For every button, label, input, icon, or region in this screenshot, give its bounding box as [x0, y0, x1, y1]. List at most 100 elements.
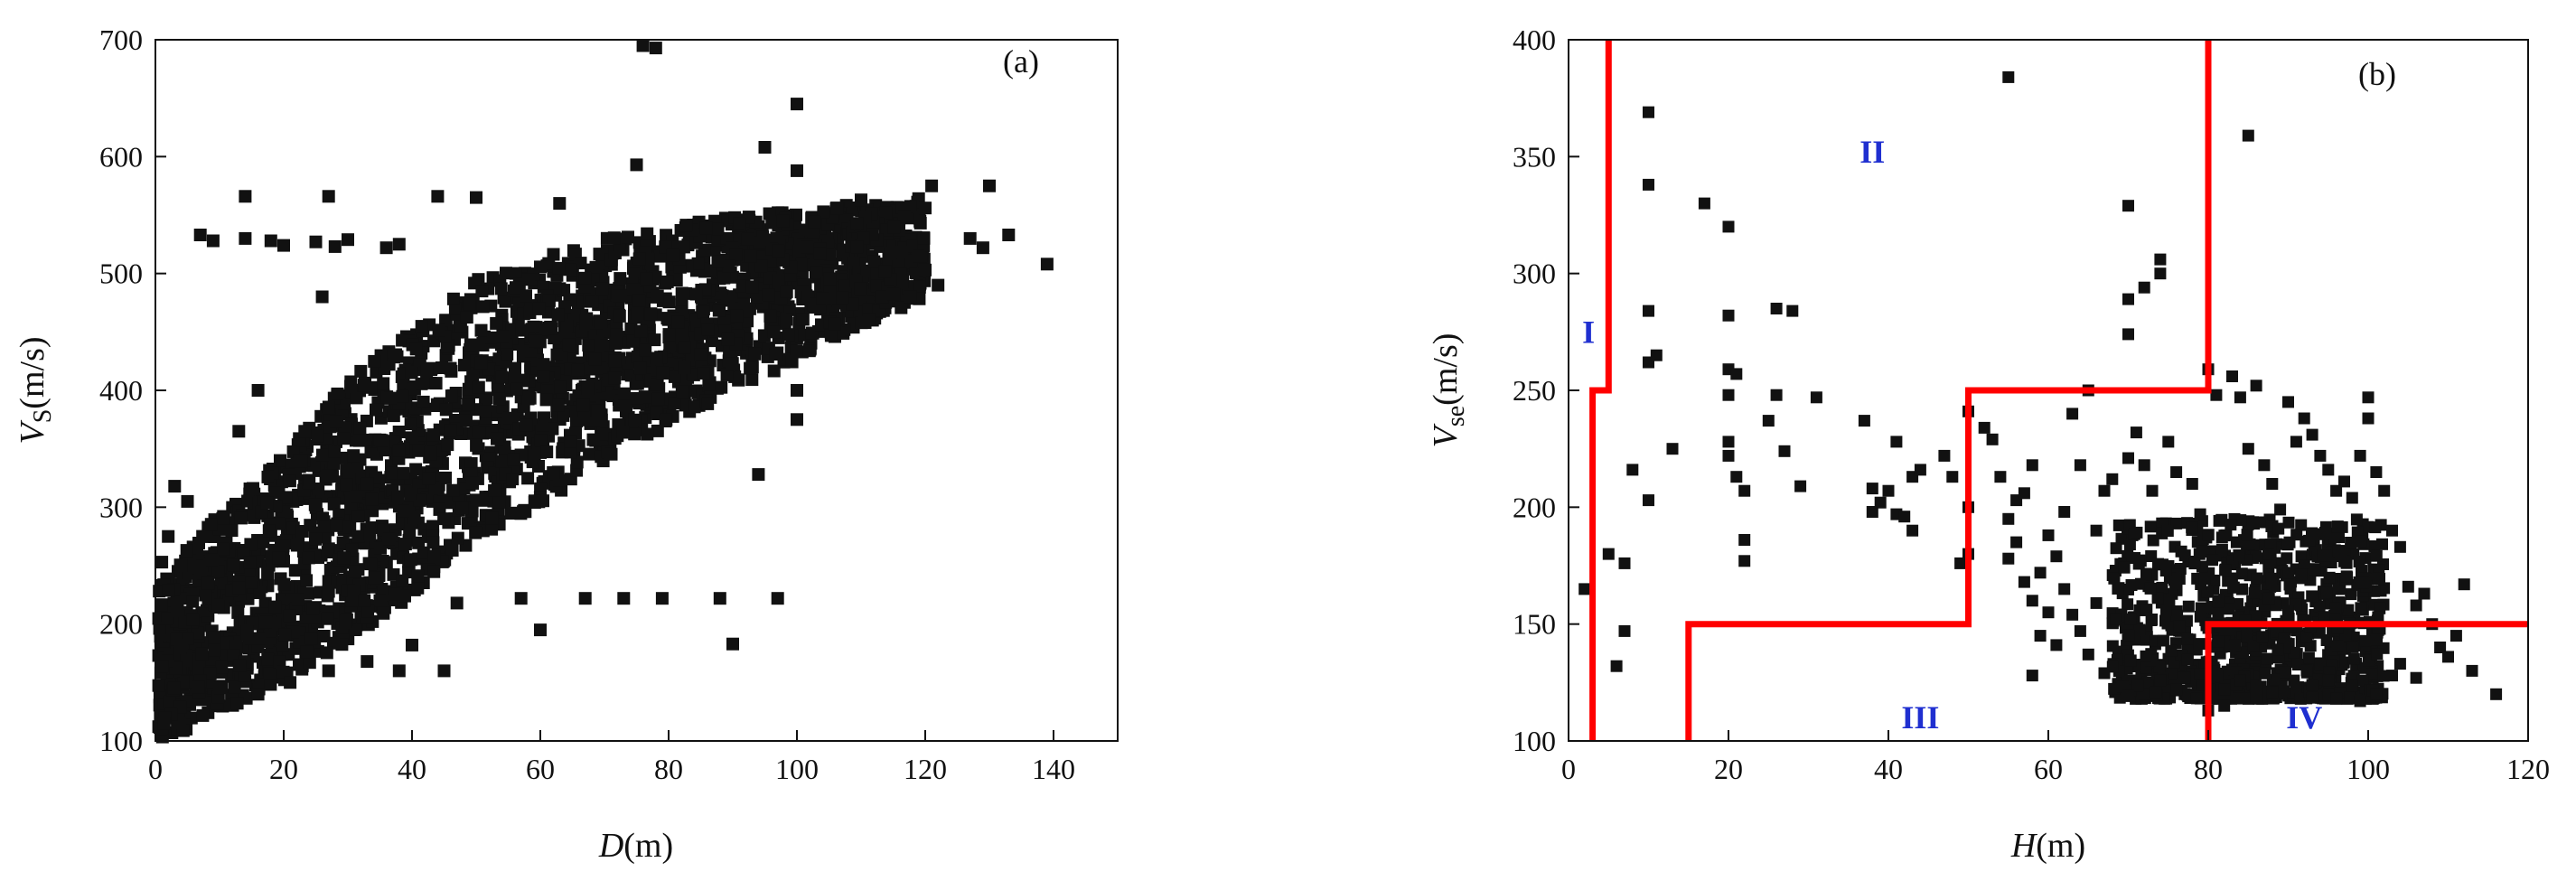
scatter-point-dense [476, 300, 490, 314]
scatter-point-dense [2332, 583, 2345, 595]
scatter-point-dense [551, 398, 565, 412]
scatter-point [919, 263, 932, 276]
scatter-point-dense [427, 565, 441, 578]
scatter-point-dense [330, 415, 342, 428]
scatter-point-dense [338, 397, 351, 410]
scatter-point-dense [445, 389, 458, 403]
scatter-point-dense [521, 389, 535, 402]
scatter-point-dense [306, 602, 320, 615]
scatter-point-dense [641, 227, 654, 240]
scatter-point-dense [208, 631, 221, 644]
scatter-point-dense [551, 308, 565, 322]
scatter-point-dense [411, 581, 425, 595]
scatter-point [251, 384, 265, 397]
scatter-point [470, 191, 482, 204]
scatter-point-dense [589, 260, 603, 274]
scatter-point [1794, 480, 1807, 492]
scatter-point-dense [776, 214, 790, 228]
scatter-point-dense [571, 363, 585, 377]
scatter-point-dense [2150, 686, 2162, 698]
scatter-point-dense [767, 325, 781, 339]
scatter-point-dense [730, 309, 744, 323]
scatter-point-dense [2108, 572, 2121, 585]
scatter-point [2154, 267, 2167, 280]
scatter-point-dense [582, 339, 595, 352]
scatter-point-dense [721, 294, 735, 307]
scatter-point [168, 480, 182, 493]
scatter-point-dense [592, 340, 604, 353]
scatter-point-dense [707, 243, 721, 257]
scatter-point [578, 592, 592, 605]
scatter-point-dense [2314, 658, 2327, 670]
scatter-point-dense [751, 290, 763, 304]
scatter-point-dense [632, 252, 646, 266]
scatter-point-dense [622, 230, 634, 244]
scatter-point-dense [411, 569, 425, 583]
scatter-point-dense [214, 576, 228, 590]
scatter-point-dense [614, 272, 627, 286]
scatter-point-dense [396, 389, 409, 403]
scatter-point [1874, 496, 1887, 509]
scatter-point-dense [464, 338, 477, 351]
scatter-point [2138, 459, 2150, 472]
scatter-point-dense [233, 659, 247, 672]
scatter-point-dense [349, 565, 361, 578]
scatter-point-dense [230, 697, 244, 710]
y-tick-label: 100 [1513, 725, 1556, 757]
scatter-point-dense [912, 249, 925, 263]
scatter-point-dense [495, 455, 509, 468]
scatter-point [392, 238, 406, 251]
scatter-point-dense [485, 522, 499, 536]
scatter-point [2122, 293, 2134, 305]
scatter-point-dense [607, 231, 621, 245]
scatter-point-dense [2124, 654, 2137, 667]
x-tick-label: 80 [2194, 753, 2223, 785]
scatter-point-dense [437, 512, 451, 526]
scatter-point-dense [2198, 573, 2211, 585]
scatter-point [2074, 459, 2086, 472]
scatter-point [1578, 583, 1591, 595]
scatter-point [342, 233, 354, 247]
scatter-point-dense [668, 397, 681, 410]
scatter-point-dense [2161, 525, 2174, 537]
scatter-point-dense [274, 454, 286, 467]
scatter-point [553, 197, 567, 211]
scatter-point-dense [2300, 664, 2313, 677]
scatter-point-dense [340, 478, 353, 492]
scatter-point-dense [2144, 582, 2157, 595]
scatter-point-dense [609, 337, 623, 350]
scatter-point-dense [717, 314, 731, 328]
scatter-point-dense [554, 380, 567, 394]
scatter-point-dense [2251, 572, 2263, 585]
scatter-point [2154, 674, 2167, 687]
scatter-point-dense [2350, 513, 2363, 526]
scatter-point-dense [351, 510, 365, 523]
scatter-point-dense [2304, 640, 2317, 652]
scatter-point [2058, 583, 2071, 595]
scatter-point-dense [796, 313, 810, 326]
scatter-point [2346, 492, 2358, 504]
scatter-point-dense [579, 314, 593, 326]
scatter-point [322, 190, 335, 203]
scatter-point-dense [321, 546, 334, 558]
scatter-point-dense [460, 414, 473, 427]
scatter-point [791, 413, 803, 426]
y-tick-label: 250 [1513, 374, 1556, 407]
scatter-point-dense [583, 447, 596, 461]
scatter-point [925, 179, 939, 192]
scatter-point-dense [2206, 554, 2218, 567]
scatter-point-dense [2259, 667, 2272, 679]
scatter-point [2146, 484, 2159, 497]
scatter-point-dense [850, 240, 864, 254]
scatter-point-dense [328, 445, 342, 458]
scatter-point-dense [887, 220, 901, 234]
scatter-point-dense [196, 708, 210, 722]
scatter-point-dense [208, 643, 221, 657]
scatter-point [2090, 596, 2103, 609]
scatter-point-dense [780, 313, 793, 326]
y-tick-label: 200 [1513, 491, 1556, 523]
scatter-point-dense [2122, 689, 2134, 702]
scatter-point-dense [398, 589, 411, 603]
scatter-point [2042, 529, 2055, 541]
scatter-point-dense [263, 667, 276, 680]
